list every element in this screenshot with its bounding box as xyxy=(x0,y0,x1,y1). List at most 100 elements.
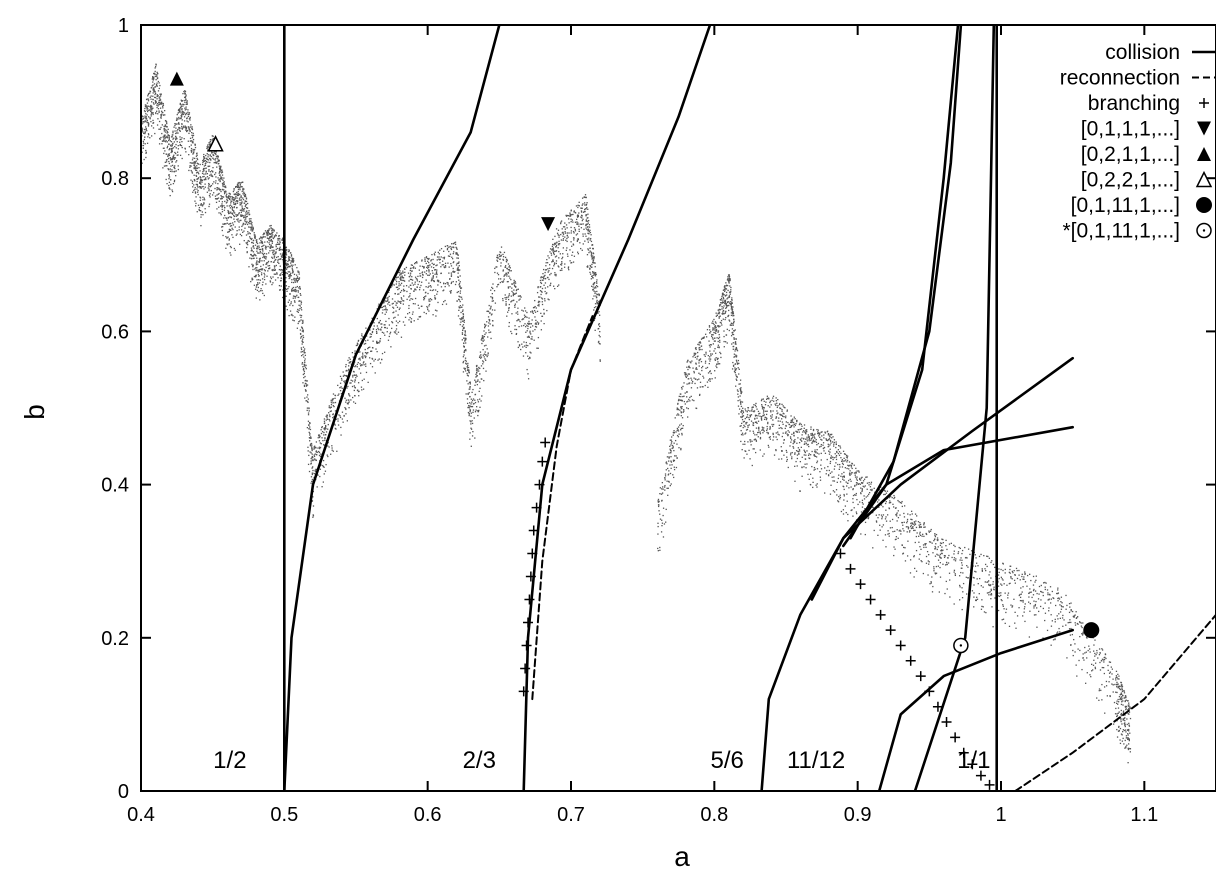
scatter-point xyxy=(350,382,352,384)
scatter-point xyxy=(763,430,765,432)
scatter-point xyxy=(397,331,400,333)
scatter-point xyxy=(718,309,720,311)
scatter-point xyxy=(207,149,209,151)
scatter-point xyxy=(584,240,586,242)
scatter-point xyxy=(738,383,740,385)
scatter-point xyxy=(559,253,562,255)
scatter-point xyxy=(235,234,237,236)
scatter-point xyxy=(153,83,156,85)
scatter-point xyxy=(251,249,253,251)
scatter-point xyxy=(391,327,393,330)
scatter-point xyxy=(269,280,271,282)
scatter-point xyxy=(200,179,202,182)
scatter-point xyxy=(657,505,660,508)
scatter-point xyxy=(687,368,689,371)
scatter-point xyxy=(593,282,595,285)
scatter-point xyxy=(338,393,340,395)
scatter-point xyxy=(517,295,520,297)
scatter-point xyxy=(282,296,284,299)
scatter-point xyxy=(460,296,463,298)
scatter-point xyxy=(576,239,579,241)
scatter-point xyxy=(665,461,668,463)
scatter-point xyxy=(515,332,518,335)
scatter-point xyxy=(405,285,408,287)
scatter-point xyxy=(686,373,688,375)
scatter-point xyxy=(518,299,520,301)
scatter-point xyxy=(458,284,460,286)
scatter-point xyxy=(462,360,465,363)
scatter-point xyxy=(714,327,716,329)
scatter-point xyxy=(299,329,302,331)
scatter-point xyxy=(589,247,591,249)
scatter-point xyxy=(539,301,541,303)
scatter-point xyxy=(143,138,146,141)
scatter-point xyxy=(306,407,309,409)
scatter-point xyxy=(716,314,718,317)
scatter-point xyxy=(344,406,346,409)
scatter-point xyxy=(590,237,592,240)
scatter-point xyxy=(282,241,284,244)
scatter-point xyxy=(258,270,260,272)
scatter-point xyxy=(722,292,724,294)
scatter-point xyxy=(160,136,162,139)
scatter-point xyxy=(596,299,598,302)
scatter-point xyxy=(189,137,192,140)
scatter-point xyxy=(180,99,182,101)
scatter-point xyxy=(701,367,703,369)
scatter-point xyxy=(332,413,334,416)
scatter-point xyxy=(524,323,526,325)
scatter-point xyxy=(570,221,572,223)
scatter-point xyxy=(177,168,180,171)
scatter-point xyxy=(245,234,248,236)
scatter-point xyxy=(471,391,473,394)
scatter-point xyxy=(187,115,190,118)
scatter-point xyxy=(222,182,225,184)
scatter-point xyxy=(220,172,223,174)
scatter-point xyxy=(414,262,416,265)
scatter-point xyxy=(303,349,305,352)
scatter-point xyxy=(208,146,210,148)
scatter-point xyxy=(755,440,758,442)
scatter-point xyxy=(531,319,533,321)
scatter-point xyxy=(194,186,196,189)
scatter-point xyxy=(330,406,332,408)
scatter-point xyxy=(415,278,418,280)
scatter-point xyxy=(311,480,313,483)
scatter-point xyxy=(170,136,173,138)
scatter-point xyxy=(459,281,461,283)
scatter-point xyxy=(190,179,192,181)
scatter-point xyxy=(527,378,530,380)
scatter-point xyxy=(246,215,248,218)
scatter-point xyxy=(203,199,206,201)
scatter-point xyxy=(331,445,333,447)
scatter-point xyxy=(279,258,281,260)
scatter-point xyxy=(463,349,466,352)
scatter-point xyxy=(278,258,280,261)
scatter-point xyxy=(171,190,174,193)
scatter-point xyxy=(231,196,233,198)
scatter-point xyxy=(742,443,744,445)
scatter-point xyxy=(461,339,463,341)
scatter-point xyxy=(322,464,324,467)
scatter-point xyxy=(232,190,235,193)
scatter-point xyxy=(686,396,688,398)
scatter-point xyxy=(187,109,189,111)
scatter-point xyxy=(231,209,234,211)
scatter-point xyxy=(238,197,241,199)
scatter-point xyxy=(222,184,224,186)
scatter-point xyxy=(438,280,440,282)
scatter-point xyxy=(183,138,185,140)
scatter-point xyxy=(715,352,717,354)
scatter-point xyxy=(393,311,395,313)
scatter-point xyxy=(242,188,244,191)
scatter-point xyxy=(402,321,405,323)
scatter-point xyxy=(472,388,474,391)
scatter-point xyxy=(147,93,149,96)
scatter-point xyxy=(162,102,164,105)
scatter-point xyxy=(214,195,217,197)
scatter-point xyxy=(534,311,537,313)
scatter-point xyxy=(217,188,219,190)
scatter-point xyxy=(214,159,216,161)
scatter-point xyxy=(703,354,705,356)
scatter-point xyxy=(334,410,337,412)
